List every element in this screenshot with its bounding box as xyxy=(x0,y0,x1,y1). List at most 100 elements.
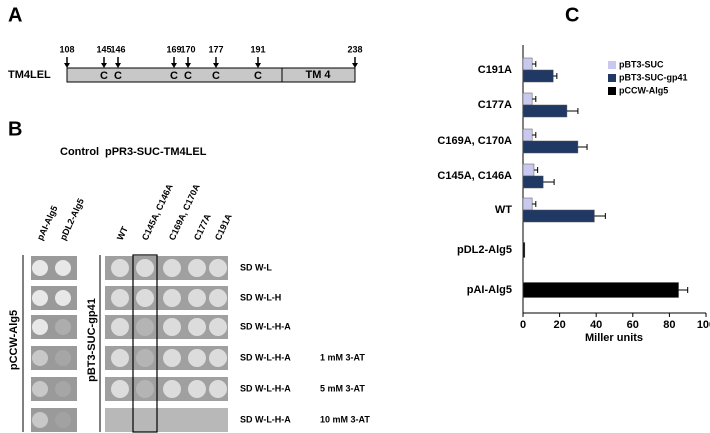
cysteine: C xyxy=(184,70,192,82)
protein-label: TM4LEL xyxy=(8,69,51,81)
bar xyxy=(522,209,595,223)
x-axis-label: Miller units xyxy=(585,332,643,344)
bar xyxy=(522,282,679,298)
colony-spot xyxy=(136,380,154,398)
additive-label: 10 mM 3-AT xyxy=(320,414,370,424)
bar xyxy=(522,163,535,177)
bar xyxy=(522,92,533,106)
x-tick-label: 0 xyxy=(520,319,526,331)
bar xyxy=(522,197,533,211)
y-tick-label: WT xyxy=(495,204,512,216)
legend-label: pBT3-SUC-gp41 xyxy=(619,72,688,82)
colony-spot xyxy=(209,349,227,367)
medium-label: SD W-L-H-A xyxy=(240,352,291,362)
colony-spot xyxy=(111,349,129,367)
bar xyxy=(522,175,544,189)
colony-spot xyxy=(136,318,154,336)
column-label: WT xyxy=(115,224,130,241)
colony-spot xyxy=(209,318,227,336)
y-tick-label: C177A xyxy=(478,99,512,111)
colony-spot xyxy=(136,349,154,367)
colony-spot xyxy=(188,289,206,307)
bar xyxy=(522,128,533,142)
position-label: 177 xyxy=(208,44,223,54)
arrow-head xyxy=(352,63,358,68)
colony-spot xyxy=(32,319,48,335)
column-label: pAI-Alg5 xyxy=(35,204,60,242)
plate-image xyxy=(105,408,228,432)
position-label: 191 xyxy=(250,44,265,54)
colony-spot xyxy=(163,259,181,277)
colony-spot xyxy=(136,289,154,307)
panel-letter: C xyxy=(565,4,579,26)
bar xyxy=(522,104,568,118)
bar xyxy=(522,242,526,258)
x-tick-label: 100 xyxy=(697,319,710,331)
x-tick-label: 60 xyxy=(627,319,639,331)
x-tick-label: 80 xyxy=(663,319,675,331)
cysteine: C xyxy=(170,70,178,82)
panel-letter: A xyxy=(8,4,22,26)
colony-spot xyxy=(111,318,129,336)
tm-label: TM 4 xyxy=(305,69,331,81)
x-tick-label: 20 xyxy=(553,319,565,331)
control-label: Control xyxy=(60,146,99,158)
position-label: 238 xyxy=(347,44,362,54)
colony-spot xyxy=(209,380,227,398)
colony-spot xyxy=(111,380,129,398)
colony-spot xyxy=(209,289,227,307)
x-tick-label: 40 xyxy=(590,319,602,331)
y-tick-label: pAI-Alg5 xyxy=(467,284,512,296)
colony-spot xyxy=(163,380,181,398)
legend-label: pBT3-SUC xyxy=(619,59,664,69)
column-label: C191A xyxy=(213,212,234,242)
colony-spot xyxy=(188,259,206,277)
medium-label: SD W-L-H-A xyxy=(240,383,291,393)
colony-spot xyxy=(163,349,181,367)
colony-spot xyxy=(136,259,154,277)
arrow-head xyxy=(64,63,70,68)
legend-swatch xyxy=(608,61,616,69)
colony-spot xyxy=(32,290,48,306)
medium-label: SD W-L-H-A xyxy=(240,414,291,424)
legend-swatch xyxy=(608,87,616,95)
bar xyxy=(522,140,579,154)
highlight-box xyxy=(132,254,158,433)
colony-spot xyxy=(32,381,48,397)
colony-spot xyxy=(111,259,129,277)
y-tick-label: pDL2-Alg5 xyxy=(457,244,512,256)
cysteine: C xyxy=(114,70,122,82)
position-label: 169 xyxy=(166,44,181,54)
colony-spot xyxy=(111,289,129,307)
arrow-head xyxy=(185,63,191,68)
colony-spot xyxy=(163,318,181,336)
additive-label: 1 mM 3-AT xyxy=(320,352,365,362)
position-label: 108 xyxy=(59,44,74,54)
bar xyxy=(522,69,554,83)
medium-label: SD W-L-H-A xyxy=(240,321,291,331)
panel-letter: B xyxy=(8,118,22,140)
colony-spot xyxy=(55,350,71,366)
cysteine: C xyxy=(100,70,108,82)
additive-label: 5 mM 3-AT xyxy=(320,383,365,393)
colony-spot xyxy=(32,260,48,276)
y-tick-label: C169A, C170A xyxy=(437,135,512,147)
arrow-head xyxy=(255,63,261,68)
colony-spot xyxy=(55,319,71,335)
colony-spot xyxy=(55,260,71,276)
medium-label: SD W-L-H xyxy=(240,292,281,302)
colony-spot xyxy=(32,412,48,428)
colony-spot xyxy=(32,350,48,366)
legend-label: pCCW-Alg5 xyxy=(619,85,668,95)
arrow-head xyxy=(101,63,107,68)
colony-spot xyxy=(55,412,71,428)
y-tick-label: C145A, C146A xyxy=(437,170,512,182)
column-label: pDL2-Alg5 xyxy=(58,197,86,242)
column-label: C177A xyxy=(192,212,213,242)
arrow-head xyxy=(171,63,177,68)
position-label: 145 xyxy=(96,44,111,54)
colony-spot xyxy=(188,380,206,398)
left-label: pCCW-Alg5 xyxy=(8,310,20,370)
cysteine: C xyxy=(254,70,262,82)
